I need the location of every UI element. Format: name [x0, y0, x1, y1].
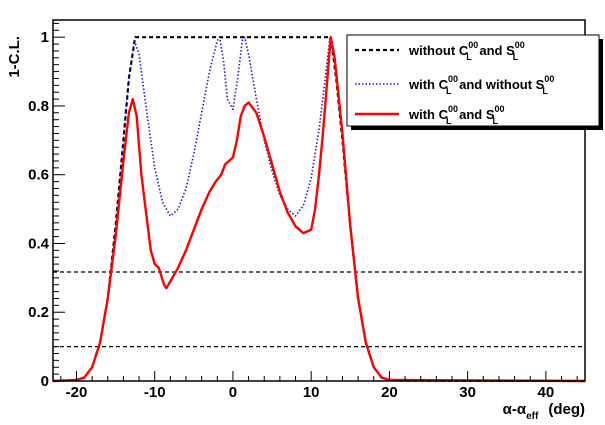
- legend: without C00 L and S00 L with C00 L and witho…: [346, 34, 603, 130]
- series-group: [52, 35, 586, 383]
- x-tick-label: 40: [538, 384, 555, 401]
- y-tick-label: 0.6: [28, 167, 49, 184]
- x-axis-label-sub: eff: [526, 411, 539, 422]
- legend-label-0: without C00 L and S00 L: [408, 40, 525, 62]
- x-tick-label: -10: [144, 384, 166, 401]
- y-axis-label: 1-C.L.: [6, 36, 23, 78]
- y-tick-label: 1: [41, 29, 49, 46]
- x-tick-label: 30: [459, 384, 476, 401]
- x-tick-label: 20: [381, 384, 398, 401]
- legend-box: [346, 34, 600, 127]
- reference-lines: [53, 271, 585, 348]
- x-axis-label-base: α-α: [503, 401, 527, 418]
- series-line-2: [52, 35, 586, 383]
- y-tick-label: 0.2: [28, 304, 49, 321]
- y-tick-label: 0: [41, 373, 49, 390]
- x-axis-label: α-αeff (deg): [503, 401, 585, 422]
- x-tick-label: -20: [66, 384, 88, 401]
- x-tick-label: 10: [303, 384, 320, 401]
- tick-labels: -20 -10 0 10 20 30 40 0 0.2 0.4 0.6 0.8 1: [28, 29, 554, 401]
- series-line-1: [52, 36, 586, 382]
- plot-frame: [52, 19, 586, 382]
- axis-ticks: [53, 22, 578, 382]
- legend-label-2: with C00 L and S00 L: [408, 104, 505, 126]
- y-tick-label: 0.4: [28, 235, 50, 252]
- x-tick-label: 0: [229, 384, 237, 401]
- y-tick-label: 0.8: [28, 98, 49, 115]
- x-axis-label-unit: (deg): [548, 401, 585, 418]
- legend-label-1: with C00 L and without S00 L: [408, 74, 554, 96]
